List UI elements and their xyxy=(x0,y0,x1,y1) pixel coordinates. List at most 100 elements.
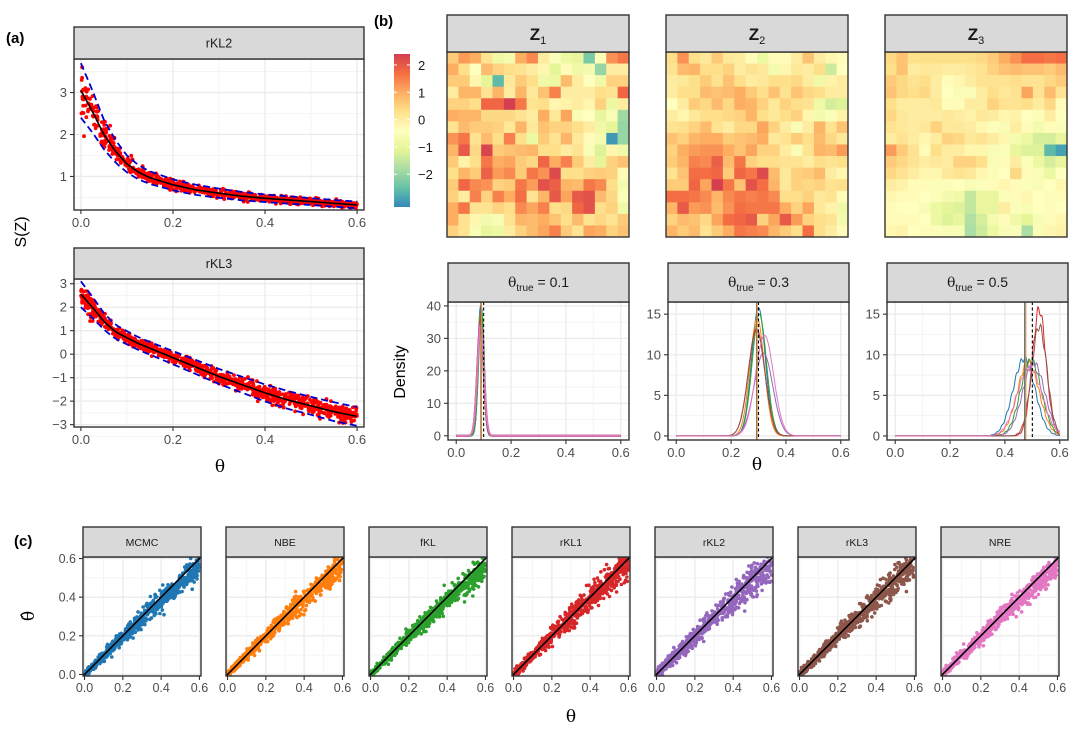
data-point xyxy=(219,372,224,377)
data-point xyxy=(96,308,101,312)
heatmap-cell xyxy=(666,156,678,168)
heatmap-cell xyxy=(711,121,724,134)
heatmap-cell xyxy=(503,202,516,215)
heatmap-cell xyxy=(813,156,826,168)
x-tick-label: 0.4 xyxy=(295,681,312,695)
data-point xyxy=(180,589,184,594)
heatmap-cell xyxy=(1021,132,1034,145)
heatmap-cell xyxy=(688,121,701,134)
heatmap-cell xyxy=(998,121,1011,134)
facet-strip xyxy=(73,247,365,280)
heatmap-cell xyxy=(481,63,493,76)
heatmap-cell xyxy=(757,86,769,99)
heatmap-cell xyxy=(734,167,746,180)
x-tick-label: 0.4 xyxy=(256,432,274,447)
heatmap-cell xyxy=(791,144,803,157)
heatmap-cell xyxy=(688,167,701,180)
heatmap-cell xyxy=(722,190,735,203)
heatmap-cell xyxy=(745,86,758,99)
heatmap-cell xyxy=(583,190,596,203)
heatmap-cell xyxy=(447,156,459,168)
data-point xyxy=(161,348,166,353)
data-point xyxy=(349,410,354,415)
heatmap-cell xyxy=(583,132,596,145)
heatmap-cell xyxy=(677,98,690,111)
heatmap-cell xyxy=(734,109,746,122)
heatmap-cell xyxy=(768,179,781,192)
data-points xyxy=(369,557,487,676)
heatmap-cell xyxy=(964,213,977,226)
facet-strip xyxy=(886,262,1069,303)
heatmap-cell xyxy=(976,179,988,192)
heatmap-cell xyxy=(538,225,550,238)
data-point xyxy=(290,616,295,621)
y-tick-label: 0.0 xyxy=(59,668,76,682)
data-point xyxy=(79,111,84,116)
heatmap-cell xyxy=(987,75,1000,87)
heatmap-cell xyxy=(526,144,539,157)
data-point xyxy=(478,573,483,577)
heatmap-cell xyxy=(987,156,1000,168)
data-point xyxy=(270,390,274,394)
heatmap-cell xyxy=(779,179,792,192)
heatmap-cell xyxy=(481,190,493,203)
data-point xyxy=(431,618,435,623)
heatmap-cell xyxy=(768,144,781,157)
data-point xyxy=(239,387,244,391)
heatmap-cell xyxy=(768,213,781,226)
heatmap-cell xyxy=(907,75,920,87)
facet-strip xyxy=(82,526,202,558)
heatmap-cell xyxy=(930,190,943,203)
data-point xyxy=(398,636,402,641)
heatmap-cell xyxy=(492,86,505,99)
heatmap-cell xyxy=(745,167,758,180)
heatmap-cell xyxy=(802,156,815,168)
heatmap-cell xyxy=(987,52,1000,64)
heatmap-cell xyxy=(722,132,735,145)
heatmap-Z2: Z2 xyxy=(665,14,849,238)
heatmap-cell xyxy=(964,179,977,192)
heatmap-cell xyxy=(447,179,459,192)
heatmap-cell xyxy=(964,121,977,134)
heatmap-cell xyxy=(734,213,746,226)
data-point xyxy=(151,598,156,603)
heatmap-cell xyxy=(745,121,758,134)
data-point xyxy=(153,610,157,614)
data-point xyxy=(188,557,193,561)
heatmap-cell xyxy=(594,144,607,157)
heatmap-cell xyxy=(813,225,826,238)
data-point xyxy=(161,583,165,587)
data-point xyxy=(103,119,107,124)
data-point xyxy=(140,622,144,627)
heatmap-cell xyxy=(526,86,539,99)
data-point xyxy=(291,393,296,397)
heatmap-cell xyxy=(953,144,965,157)
heatmap-cell xyxy=(711,86,724,99)
heatmap-cell xyxy=(1044,156,1056,168)
heatmap-cell xyxy=(802,121,815,134)
data-point xyxy=(316,401,321,406)
heatmap-cell xyxy=(583,167,596,180)
heatmap-cell xyxy=(583,144,596,157)
y-tick-label: −1 xyxy=(52,370,67,385)
heatmap-cell xyxy=(711,167,724,180)
heatmap-cell xyxy=(907,121,920,134)
heatmap-cell xyxy=(447,190,459,203)
heatmap-cell xyxy=(941,190,954,203)
heatmap-cell xyxy=(1044,86,1056,99)
heatmap-cell xyxy=(666,98,678,111)
heatmap-cell xyxy=(700,121,712,134)
heatmap-cell xyxy=(606,167,618,180)
data-point xyxy=(414,634,418,638)
heatmap-cell xyxy=(836,202,849,215)
heatmap-cell xyxy=(1010,109,1022,122)
heatmap-cell xyxy=(538,52,550,64)
heatmap-cell xyxy=(503,167,516,180)
heatmap-cell xyxy=(481,98,493,111)
heatmap-cell xyxy=(953,52,965,64)
data-point xyxy=(300,395,305,400)
heatmap-cell xyxy=(757,167,769,180)
heatmap-cell xyxy=(458,63,471,76)
heatmap-cell xyxy=(964,156,977,168)
